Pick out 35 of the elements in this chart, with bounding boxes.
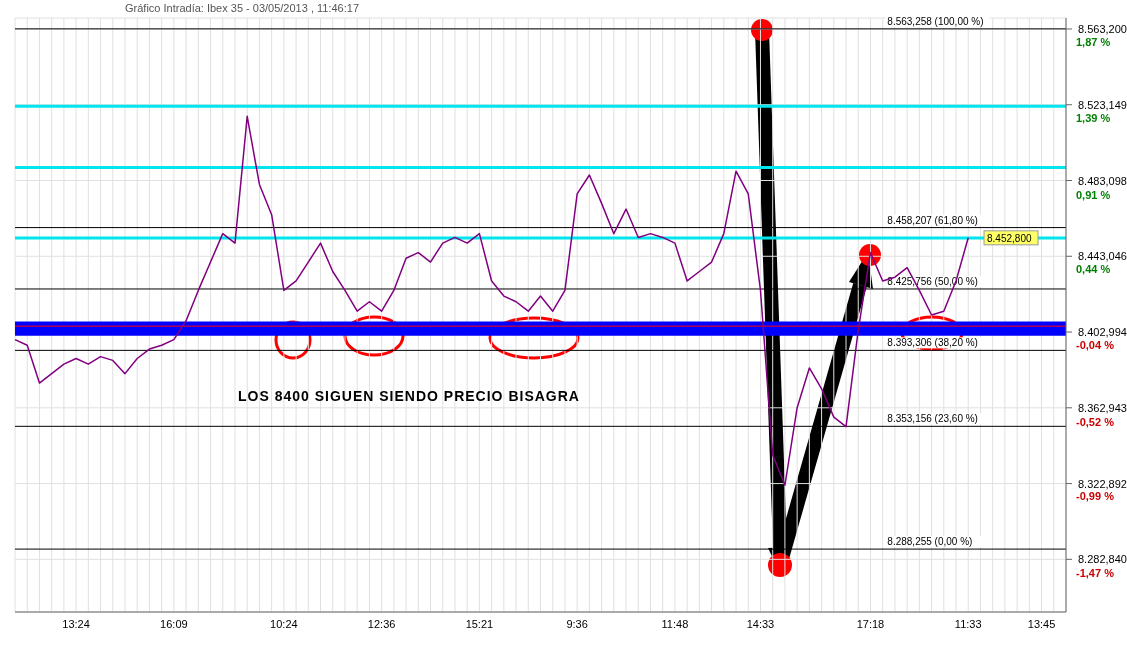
ref-line-label: 8.563,258 (100,00 %) [887, 15, 984, 27]
y2-tick-label: 0,44 % [1076, 263, 1111, 276]
y-tick-label: 8.523,149 [1078, 98, 1127, 111]
ref-line-label: 8.288,255 (0,00 %) [887, 536, 973, 548]
x-tick-label: 10:24 [270, 617, 298, 630]
y2-tick-label: -0,52 % [1076, 415, 1115, 428]
ref-line-label: 8.393,306 (38,20 %) [887, 337, 978, 349]
y-tick-label: 8.322,892 [1078, 477, 1127, 490]
x-tick-label: 12:36 [367, 617, 396, 630]
x-tick-label: 13:45 [1027, 617, 1056, 630]
x-tick-label: 17:18 [856, 617, 885, 630]
x-tick-label: 9:36 [566, 617, 588, 630]
y2-tick-label: -1,47 % [1076, 566, 1115, 579]
y2-tick-label: 0,91 % [1076, 188, 1111, 201]
y-tick-label: 8.402,994 [1078, 326, 1127, 339]
y-tick-label: 8.362,943 [1078, 401, 1127, 414]
x-tick-label: 14:33 [746, 617, 775, 630]
annotation: LOS 8400 SIGUEN SIENDO PRECIO BISAGRA [238, 388, 580, 404]
y2-tick-label: -0,99 % [1076, 490, 1115, 503]
x-tick-label: 13:24 [62, 617, 90, 630]
y-tick-label: 8.282,840 [1078, 553, 1127, 566]
y-tick-label: 8.483,098 [1078, 174, 1127, 187]
x-tick-label: 16:09 [160, 617, 188, 630]
ref-line-label: 8.458,207 (61,80 %) [887, 214, 978, 226]
y-tick-label: 8.563,200 [1078, 22, 1127, 35]
annotation: 8.452,800 [987, 232, 1032, 244]
y2-tick-label: 1,39 % [1076, 112, 1111, 125]
chart-title: Gráfico Intradía: Ibex 35 - 03/05/2013 , 11:46:17 [125, 2, 360, 14]
x-tick-label: 15:21 [465, 617, 494, 630]
x-tick-label: 11:33 [954, 617, 982, 630]
x-tick-label: 11:48 [661, 617, 689, 630]
y2-tick-label: 1,87 % [1076, 36, 1111, 49]
ref-line-label: 8.353,156 (23,60 %) [887, 413, 978, 425]
y2-tick-label: -0,04 % [1076, 339, 1115, 352]
y-tick-label: 8.443,046 [1078, 250, 1127, 263]
